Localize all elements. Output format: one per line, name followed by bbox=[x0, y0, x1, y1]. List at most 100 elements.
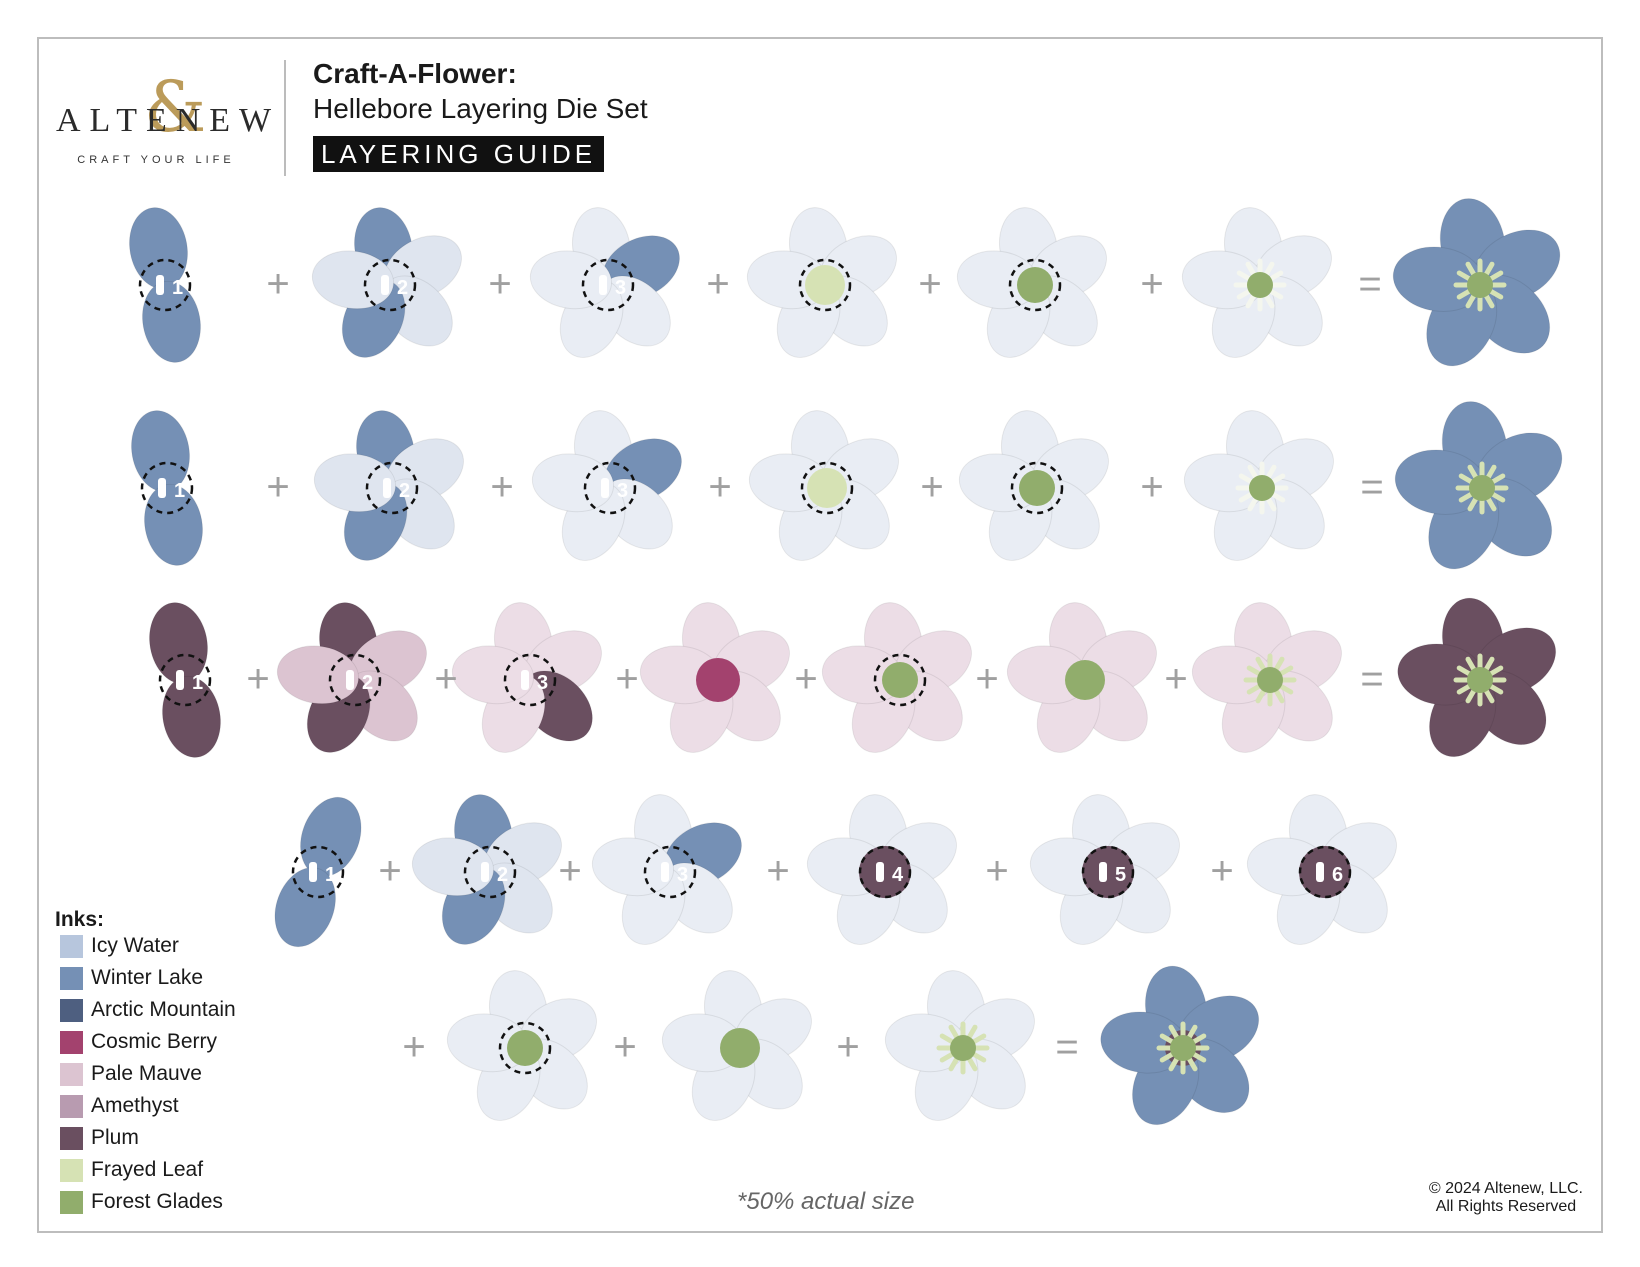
layering-guide-badge: LAYERING GUIDE bbox=[313, 136, 604, 172]
flower-step bbox=[311, 207, 462, 358]
ink-swatch bbox=[60, 966, 83, 990]
flower-step bbox=[806, 794, 957, 945]
logo-tagline: CRAFT YOUR LIFE bbox=[77, 154, 235, 166]
step-number-label: 2 bbox=[399, 480, 410, 502]
flower-step bbox=[1392, 198, 1561, 367]
flower-step bbox=[1181, 207, 1332, 358]
plus-sign: + bbox=[558, 849, 581, 893]
flower-step bbox=[958, 410, 1109, 561]
step-number-label: 3 bbox=[615, 277, 626, 299]
ink-item: Plum bbox=[60, 1124, 139, 1152]
plus-sign: + bbox=[266, 465, 289, 509]
equals-sign: = bbox=[1055, 1025, 1078, 1069]
copyright-line: © 2024 Altenew, LLC. bbox=[1428, 1180, 1583, 1197]
keyhole-icon bbox=[1099, 862, 1107, 882]
ink-swatch bbox=[60, 1094, 83, 1118]
equals-sign: = bbox=[1360, 657, 1383, 701]
page-title: Craft-A-Flower: bbox=[313, 58, 517, 89]
ink-swatch bbox=[60, 1062, 83, 1086]
keyhole-icon bbox=[158, 478, 166, 498]
keyhole-icon bbox=[176, 670, 184, 690]
plus-sign: + bbox=[434, 657, 457, 701]
ink-label: Amethyst bbox=[91, 1094, 179, 1117]
page-frame bbox=[37, 37, 1603, 1233]
ink-swatch bbox=[60, 1158, 83, 1182]
flower-step bbox=[661, 970, 812, 1121]
step-number-label: 3 bbox=[677, 864, 688, 886]
step-number-label: 1 bbox=[172, 277, 183, 299]
flower-step bbox=[1246, 794, 1397, 945]
ink-swatch bbox=[60, 934, 83, 958]
flower-step bbox=[1183, 410, 1334, 561]
ink-item: Amethyst bbox=[60, 1092, 179, 1120]
plus-sign: + bbox=[246, 657, 269, 701]
keyhole-icon bbox=[346, 670, 354, 690]
step-number-label: 1 bbox=[174, 480, 185, 502]
altenew-logo: & ALTENEW CRAFT YOUR LIFE bbox=[56, 66, 281, 172]
ink-item: Cosmic Berry bbox=[60, 1028, 217, 1056]
inks-heading: Inks: bbox=[55, 908, 105, 931]
keyhole-icon bbox=[156, 275, 164, 295]
ink-item: Icy Water bbox=[60, 932, 179, 960]
step-number-label: 1 bbox=[192, 672, 203, 694]
flower-step bbox=[1100, 965, 1260, 1126]
keyhole-icon bbox=[601, 478, 609, 498]
flower-step bbox=[131, 410, 203, 566]
ink-label: Plum bbox=[91, 1126, 139, 1149]
plus-sign: + bbox=[794, 657, 817, 701]
ink-swatch bbox=[60, 1030, 83, 1054]
plus-sign: + bbox=[766, 849, 789, 893]
plus-sign: + bbox=[1140, 465, 1163, 509]
step-number-label: 1 bbox=[325, 864, 336, 886]
flower-step bbox=[1006, 602, 1157, 753]
plus-sign: + bbox=[985, 849, 1008, 893]
ampersand-mark-icon: & bbox=[144, 66, 207, 148]
ink-label: Winter Lake bbox=[91, 966, 204, 989]
keyhole-icon bbox=[381, 275, 389, 295]
flower-step bbox=[1029, 794, 1180, 945]
ink-item: Winter Lake bbox=[60, 964, 203, 992]
flower-step bbox=[129, 207, 201, 363]
flower-step bbox=[1394, 401, 1563, 570]
ink-label: Pale Mauve bbox=[91, 1062, 202, 1085]
scale-note: *50% actual size bbox=[737, 1188, 915, 1215]
flower-step bbox=[446, 970, 597, 1121]
ink-label: Arctic Mountain bbox=[91, 998, 236, 1021]
step-number-label: 5 bbox=[1115, 864, 1126, 886]
flower-step bbox=[746, 207, 897, 358]
plus-sign: + bbox=[975, 657, 998, 701]
flower-step bbox=[411, 794, 562, 945]
step-number-label: 3 bbox=[537, 672, 548, 694]
keyhole-icon bbox=[876, 862, 884, 882]
keyhole-icon bbox=[521, 670, 529, 690]
ink-label: Forest Glades bbox=[91, 1190, 223, 1213]
plus-sign: + bbox=[266, 262, 289, 306]
keyhole-icon bbox=[383, 478, 391, 498]
flower-step bbox=[639, 602, 790, 753]
plus-sign: + bbox=[378, 849, 401, 893]
ink-item: Pale Mauve bbox=[60, 1060, 202, 1088]
keyhole-icon bbox=[661, 862, 669, 882]
ink-swatch bbox=[60, 1126, 83, 1150]
ink-item: Forest Glades bbox=[60, 1188, 223, 1216]
step-number-label: 2 bbox=[397, 277, 408, 299]
step-number-label: 6 bbox=[1332, 864, 1343, 886]
ink-label: Frayed Leaf bbox=[91, 1158, 204, 1181]
step-number-label: 3 bbox=[617, 480, 628, 502]
plus-sign: + bbox=[706, 262, 729, 306]
flower-step bbox=[1191, 602, 1342, 753]
ink-swatch bbox=[60, 1190, 83, 1214]
plus-sign: + bbox=[836, 1025, 859, 1069]
plus-sign: + bbox=[918, 262, 941, 306]
plus-sign: + bbox=[1210, 849, 1233, 893]
ink-item: Frayed Leaf bbox=[60, 1156, 203, 1184]
logo-wordmark: ALTENEW bbox=[56, 102, 281, 139]
header-divider bbox=[284, 60, 286, 176]
step-number-label: 4 bbox=[892, 864, 904, 886]
rights-line: All Rights Reserved bbox=[1435, 1198, 1577, 1215]
flower-step bbox=[591, 794, 742, 945]
plus-sign: + bbox=[920, 465, 943, 509]
equals-sign: = bbox=[1358, 262, 1381, 306]
flower-step bbox=[149, 602, 221, 758]
